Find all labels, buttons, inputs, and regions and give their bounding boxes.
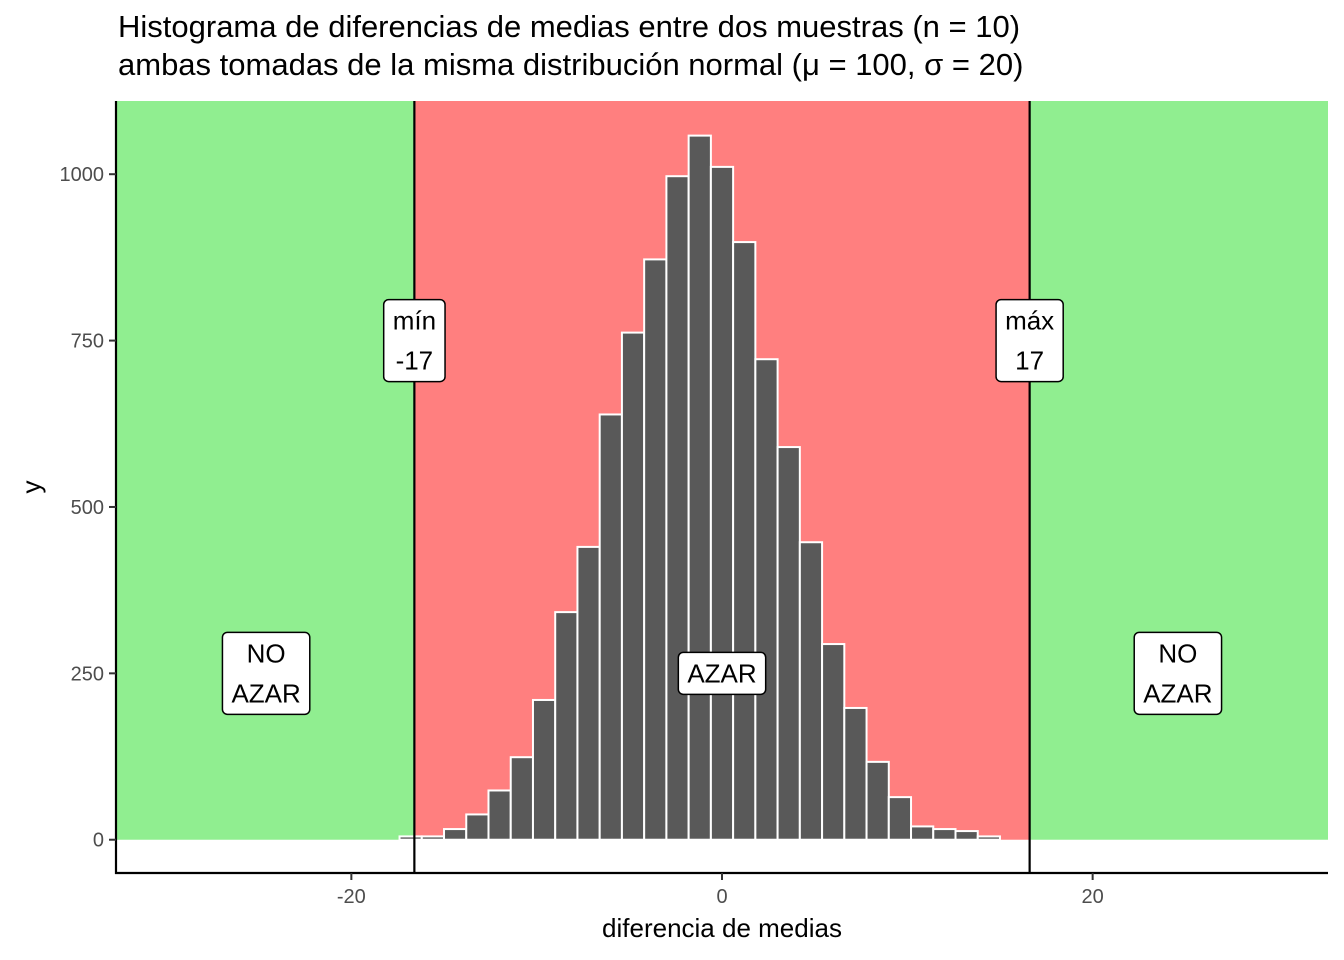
threshold-label-2-box: [995, 298, 1064, 383]
threshold-label-1-text: -17: [396, 346, 434, 376]
labels-layer: NO AZAR AZAR NO AZAR mín -17 máx 17: [221, 298, 1223, 716]
x-tick-label: 20: [1082, 886, 1104, 908]
y-tick-label: 0: [93, 830, 104, 852]
region-label-3-box: [1133, 631, 1223, 716]
histogram-bar: [776, 446, 801, 841]
histogram-bar: [665, 175, 690, 841]
title-block: Histograma de diferencias de medias entr…: [118, 8, 1023, 84]
histogram-bar: [843, 706, 868, 841]
threshold-label-2-text: máx: [1005, 306, 1054, 336]
histogram-bar: [398, 835, 423, 841]
histogram-bar: [509, 756, 534, 841]
y-tick-label: 750: [71, 331, 104, 353]
histogram-bar: [643, 258, 668, 841]
threshold-label-1-text: mín: [393, 306, 436, 336]
threshold-label-2-text: 17: [1015, 346, 1044, 376]
region-label-2: AZAR: [677, 651, 767, 696]
region-label-1-text: AZAR: [231, 678, 300, 708]
histogram-bar: [620, 331, 646, 841]
histogram-bar: [576, 545, 601, 841]
histogram-bar: [754, 358, 779, 841]
region-label-2-text: AZAR: [687, 658, 756, 688]
y-tick-label: 1000: [60, 164, 105, 186]
histogram-bar: [420, 835, 446, 841]
threshold-label-2: máx 17: [995, 298, 1064, 383]
histogram-bar: [598, 413, 623, 841]
histogram-bar: [443, 828, 468, 841]
region-label-2-box: [677, 651, 767, 696]
y-tick-label: 500: [71, 497, 104, 519]
axes-layer: 0 250 500 750 1000 -20 0 20: [60, 101, 1328, 908]
x-axis-title: diferencia de medias: [602, 913, 842, 943]
threshold-label-1-box: [382, 298, 446, 383]
chart-subtitle: ambas tomadas de la misma distribución n…: [118, 47, 1024, 82]
threshold-label-1: mín -17: [382, 298, 446, 383]
histogram-bar: [954, 830, 979, 841]
x-tick-label: 0: [716, 886, 727, 908]
histogram-bar: [910, 825, 935, 841]
region-label-1: NO AZAR: [221, 631, 311, 716]
chart-title: Histograma de diferencias de medias entr…: [118, 9, 1021, 44]
region-label-1-box: [221, 631, 311, 716]
histogram-bar: [976, 835, 1001, 841]
region-label-3: NO AZAR: [1133, 631, 1223, 716]
histogram-bar: [821, 643, 846, 841]
region-1: [116, 101, 415, 840]
y-tick-label: 250: [71, 663, 104, 685]
threshold-lines-layer: [413, 101, 1031, 873]
y-axis-title: y: [16, 481, 46, 494]
histogram-bar: [732, 241, 757, 841]
histogram-bar: [687, 134, 712, 841]
region-label-3-text: NO: [1158, 638, 1197, 668]
region-label-3-text: AZAR: [1143, 678, 1212, 708]
histogram-bar: [932, 828, 957, 841]
histogram-bar: [798, 541, 824, 841]
histogram-bar: [887, 796, 913, 841]
histogram-bar: [531, 698, 557, 841]
x-tick-label: -20: [337, 886, 366, 908]
region-3: [1029, 101, 1328, 840]
region-label-1-text: NO: [247, 638, 286, 668]
histogram-bar: [465, 813, 490, 841]
histogram-bar: [487, 789, 512, 841]
histogram-bar: [554, 611, 579, 841]
bars-layer: [398, 134, 1001, 841]
histogram-bar: [865, 760, 890, 841]
histogram-bar: [709, 165, 735, 841]
